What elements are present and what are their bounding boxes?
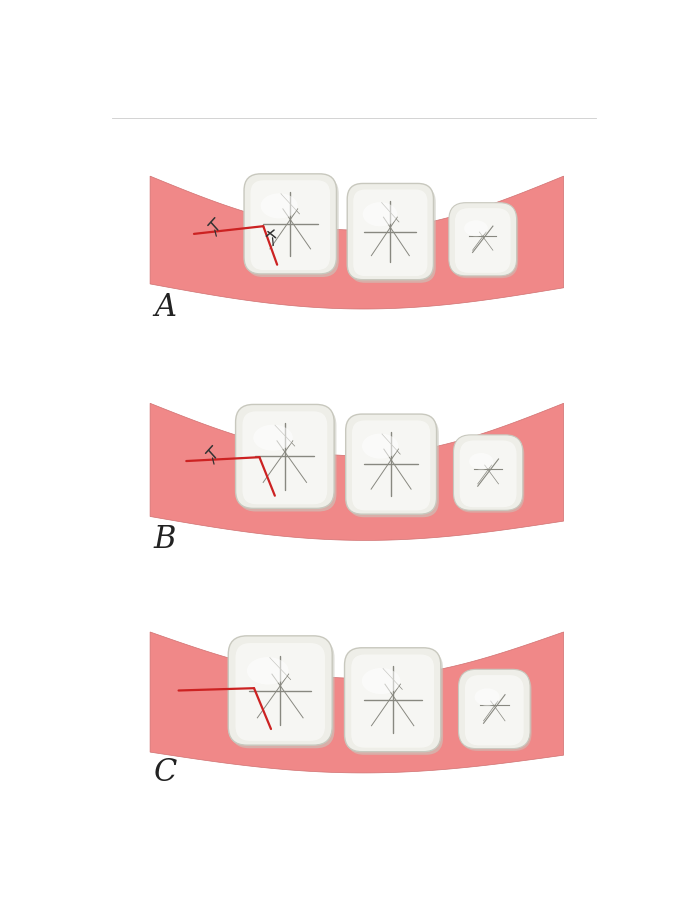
FancyBboxPatch shape [345, 648, 441, 752]
FancyBboxPatch shape [458, 670, 530, 748]
FancyBboxPatch shape [235, 405, 334, 508]
FancyBboxPatch shape [450, 205, 518, 278]
FancyBboxPatch shape [244, 174, 337, 274]
Ellipse shape [363, 202, 397, 226]
Polygon shape [150, 632, 564, 773]
Text: B: B [154, 524, 176, 555]
FancyBboxPatch shape [449, 202, 516, 276]
FancyBboxPatch shape [243, 411, 327, 504]
Text: A: A [154, 291, 176, 322]
Ellipse shape [362, 668, 400, 694]
FancyBboxPatch shape [455, 437, 525, 513]
FancyBboxPatch shape [228, 636, 332, 746]
FancyBboxPatch shape [349, 187, 436, 283]
Polygon shape [150, 403, 564, 540]
FancyBboxPatch shape [460, 671, 531, 751]
FancyBboxPatch shape [347, 183, 433, 279]
FancyBboxPatch shape [231, 639, 335, 748]
Ellipse shape [469, 453, 493, 470]
Ellipse shape [362, 433, 398, 459]
Ellipse shape [254, 425, 293, 451]
FancyBboxPatch shape [235, 643, 325, 741]
FancyBboxPatch shape [454, 435, 523, 510]
FancyBboxPatch shape [352, 655, 434, 747]
FancyBboxPatch shape [465, 675, 524, 746]
FancyBboxPatch shape [455, 208, 510, 273]
Polygon shape [150, 176, 564, 309]
FancyBboxPatch shape [347, 651, 443, 755]
FancyBboxPatch shape [348, 417, 439, 518]
FancyBboxPatch shape [238, 408, 337, 511]
FancyBboxPatch shape [345, 414, 437, 514]
FancyBboxPatch shape [460, 441, 516, 507]
Text: C: C [154, 758, 177, 789]
FancyBboxPatch shape [246, 177, 339, 277]
Ellipse shape [475, 688, 500, 706]
FancyBboxPatch shape [251, 180, 330, 270]
FancyBboxPatch shape [354, 190, 427, 276]
Ellipse shape [261, 193, 297, 218]
Ellipse shape [464, 220, 488, 236]
FancyBboxPatch shape [352, 420, 430, 510]
Ellipse shape [247, 657, 289, 684]
